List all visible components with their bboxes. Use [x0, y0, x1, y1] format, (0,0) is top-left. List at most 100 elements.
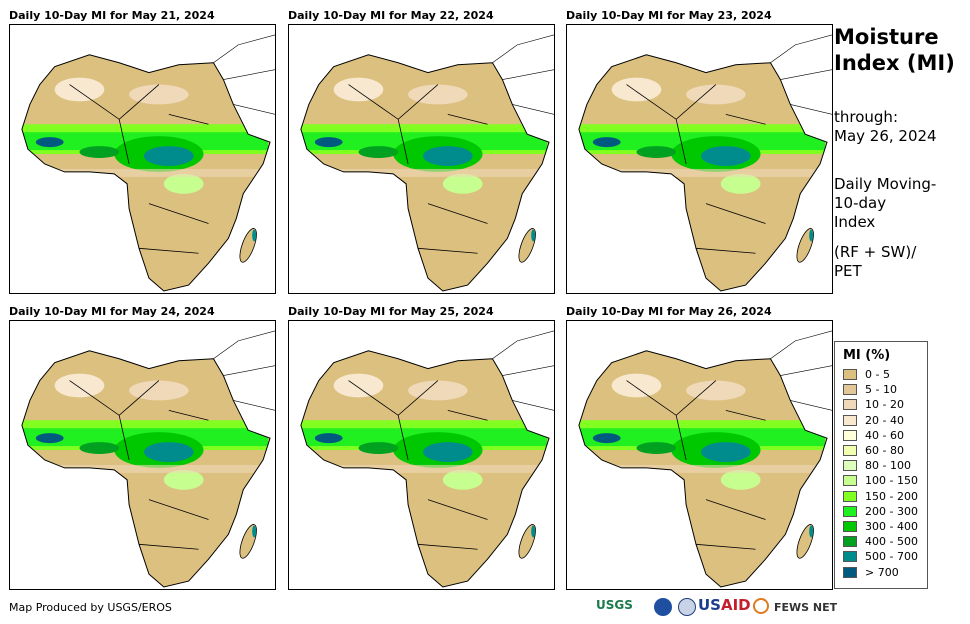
africa-map: [21, 34, 275, 292]
mi-map-panel: [9, 320, 276, 590]
usgs-logo: USGS: [596, 598, 633, 612]
mi-map-panel: [9, 24, 276, 294]
legend-label: 60 - 80: [865, 444, 904, 458]
noaa-logo: [654, 598, 672, 616]
panel-title: Daily 10-Day MI for May 26, 2024: [566, 305, 772, 318]
mi-map-panel: [288, 24, 555, 294]
legend-label: 0 - 5: [865, 368, 890, 382]
legend-heading: Moisture Index (MI): [834, 24, 955, 76]
legend-label: 10 - 20: [865, 398, 904, 412]
legend-label: 500 - 700: [865, 550, 918, 564]
panel-title: Daily 10-Day MI for May 24, 2024: [9, 305, 215, 318]
desc-line: 10-day: [834, 194, 887, 212]
internal-borders: [348, 84, 488, 254]
madagascar-wet-zone: [809, 229, 814, 242]
legend-item: 60 - 80: [843, 443, 927, 458]
africa-map: [21, 330, 275, 588]
legend-label: 150 - 200: [865, 489, 918, 503]
credit-text: Map Produced by USGS/EROS: [9, 601, 172, 614]
legend-item: 150 - 200: [843, 489, 927, 504]
legend-label: > 700: [865, 565, 899, 579]
internal-borders: [626, 84, 766, 254]
internal-borders: [69, 84, 209, 254]
desc-line: Daily Moving-: [834, 175, 937, 193]
madagascar: [239, 228, 257, 263]
moisture-zones: [21, 77, 269, 194]
through-date: May 26, 2024: [834, 127, 937, 145]
dos-seal-logo: [678, 598, 696, 616]
internal-borders: [69, 380, 209, 550]
madagascar-wet-zone: [252, 525, 257, 538]
middle-east-outline: [492, 34, 554, 115]
country-borders: [578, 54, 828, 292]
panel-title: Daily 10-Day MI for May 25, 2024: [288, 305, 494, 318]
legend-swatch: [843, 505, 857, 517]
middle-east-outline: [213, 330, 275, 411]
middle-east-outline: [213, 34, 275, 115]
legend-item: 10 - 20: [843, 397, 927, 412]
legend-item: 100 - 150: [843, 473, 927, 488]
mi-map-panel: [566, 320, 833, 590]
legend-item: > 700: [843, 564, 927, 579]
formula-line: (RF + SW)/: [834, 243, 917, 261]
africa-map: [300, 330, 554, 588]
legend-item: 500 - 700: [843, 549, 927, 564]
index-description: Daily Moving- 10-day Index: [834, 175, 936, 232]
madagascar-wet-zone: [809, 525, 814, 538]
madagascar: [239, 524, 257, 559]
africa-map: [578, 34, 832, 292]
mi-map-panel: [288, 320, 555, 590]
legend-item: 20 - 40: [843, 413, 927, 428]
legend-item: 40 - 60: [843, 428, 927, 443]
middle-east-outline: [770, 330, 832, 411]
moisture-zones: [578, 77, 826, 194]
title-line: Index (MI): [834, 51, 955, 75]
mi-map-panel: [566, 24, 833, 294]
legend-swatch: [843, 369, 857, 381]
country-borders: [300, 350, 550, 588]
legend-swatch: [843, 475, 857, 487]
country-borders: [21, 54, 271, 292]
madagascar-wet-zone: [531, 525, 536, 538]
legend-label: 80 - 100: [865, 459, 911, 473]
legend-item: 300 - 400: [843, 519, 927, 534]
panel-title: Daily 10-Day MI for May 22, 2024: [288, 9, 494, 22]
formula-line: PET: [834, 262, 862, 280]
moisture-zones: [300, 373, 548, 490]
madagascar: [796, 524, 814, 559]
legend-label: 5 - 10: [865, 383, 897, 397]
legend-swatch: [843, 399, 857, 411]
fews-net-logo: FEWS NET: [774, 601, 838, 614]
moisture-zones: [578, 373, 826, 490]
legend-swatch: [843, 429, 857, 441]
moisture-zones: [300, 77, 548, 194]
legend-swatch: [843, 445, 857, 457]
usaid-logo: USAID: [698, 596, 751, 614]
legend-swatch: [843, 566, 857, 578]
panel-title: Daily 10-Day MI for May 23, 2024: [566, 9, 772, 22]
legend-title: MI (%): [843, 348, 891, 363]
legend-item: 5 - 10: [843, 382, 927, 397]
through-label: through:: [834, 108, 898, 126]
madagascar: [796, 228, 814, 263]
legend-item: 400 - 500: [843, 534, 927, 549]
country-borders: [300, 54, 550, 292]
middle-east-outline: [770, 34, 832, 115]
middle-east-outline: [492, 330, 554, 411]
africa-map: [300, 34, 554, 292]
country-borders: [578, 350, 828, 588]
legend-swatch: [843, 536, 857, 548]
legend-swatch: [843, 490, 857, 502]
legend-swatch: [843, 384, 857, 396]
legend-label: 20 - 40: [865, 413, 904, 427]
title-line: Moisture: [834, 25, 939, 49]
formula: (RF + SW)/ PET: [834, 243, 916, 281]
moisture-zones: [21, 373, 269, 490]
legend-swatch: [843, 460, 857, 472]
fews-net-globe-icon: [753, 598, 769, 614]
legend-swatch: [843, 520, 857, 532]
madagascar: [518, 524, 536, 559]
africa-map: [578, 330, 832, 588]
legend-item: 0 - 5: [843, 367, 927, 382]
